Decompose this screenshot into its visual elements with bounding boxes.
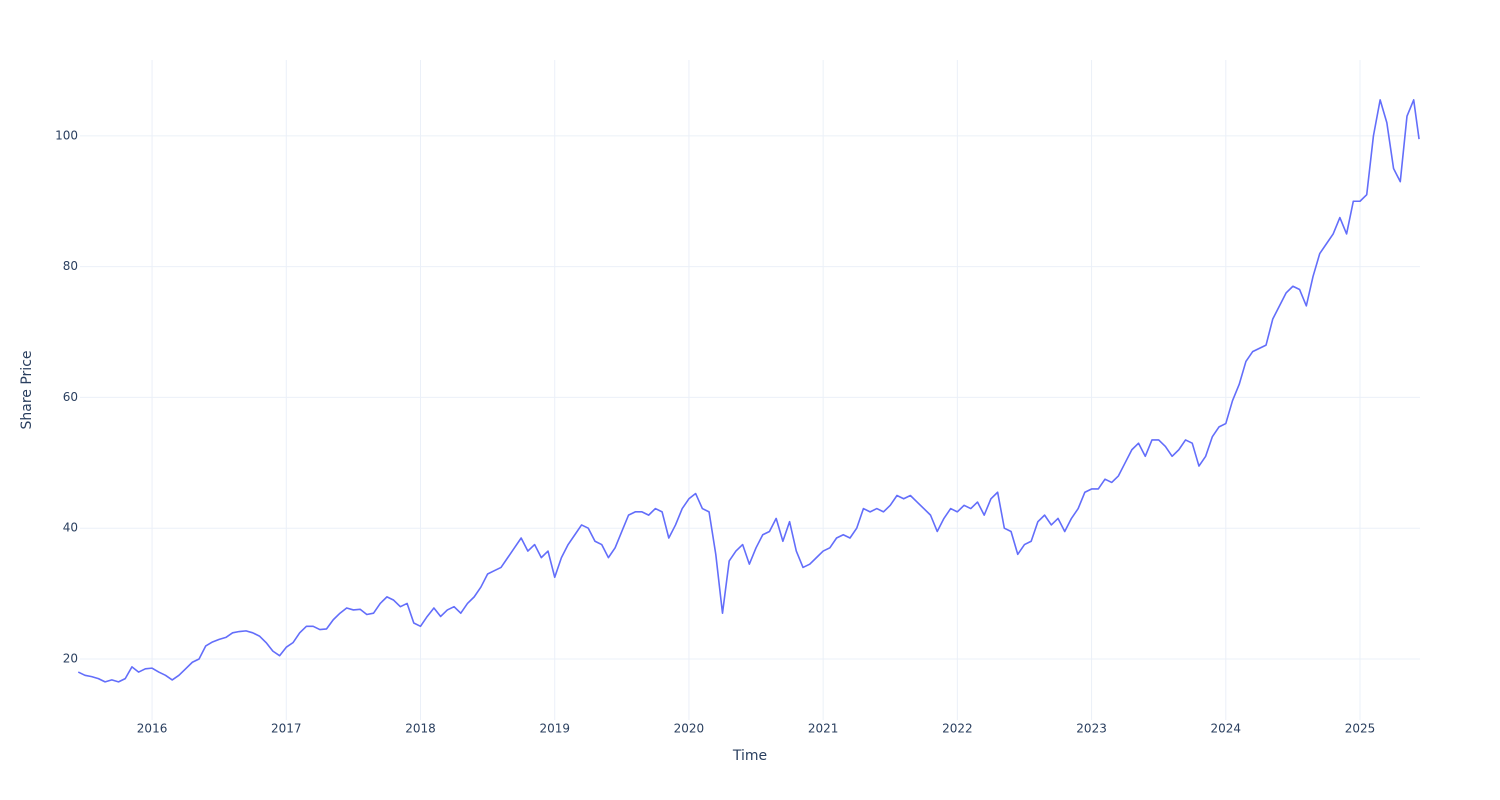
x-tick-label: 2022: [942, 722, 973, 736]
x-axis-title: Time: [732, 748, 767, 764]
x-tick-label: 2025: [1345, 722, 1376, 736]
x-tick-label: 2017: [271, 722, 302, 736]
x-tick-label: 2019: [539, 722, 570, 736]
y-tick-label: 20: [63, 651, 78, 665]
y-tick-label: 100: [55, 128, 78, 142]
y-tick-label: 60: [63, 390, 78, 404]
x-tick-label: 2016: [137, 722, 168, 736]
x-tick-label: 2020: [674, 722, 705, 736]
y-axis-title: Share Price: [19, 350, 35, 429]
x-tick-label: 2021: [808, 722, 839, 736]
plot-area: [77, 99, 1420, 683]
x-tick-label: 2018: [405, 722, 436, 736]
grid: [80, 60, 1420, 720]
y-tick-label: 40: [63, 521, 78, 535]
x-tick-label: 2023: [1076, 722, 1107, 736]
y-tick-label: 80: [63, 259, 78, 273]
price-line: [77, 99, 1420, 683]
x-tick-label: 2024: [1211, 722, 1242, 736]
